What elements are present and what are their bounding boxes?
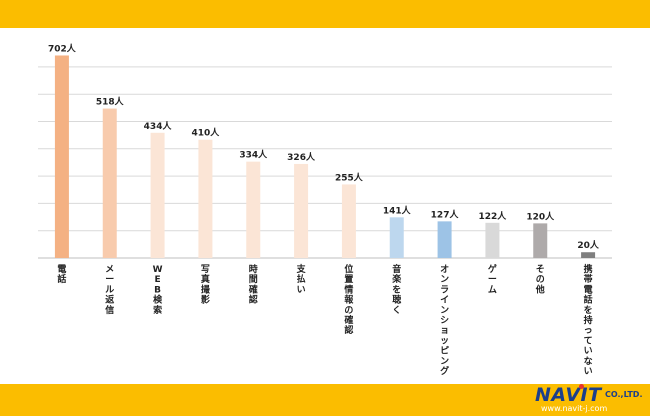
category-label-8: 音楽を聴く <box>392 263 402 316</box>
data-label-8: 141人 <box>383 204 412 216</box>
category-label-12: 携帯電話を持っていない <box>584 263 593 377</box>
data-label-5: 334人 <box>239 149 268 161</box>
bar-11 <box>533 223 548 258</box>
category-label-9: オンラインショッピング <box>440 264 449 377</box>
category-label-1: 電話 <box>57 264 66 285</box>
bar-9 <box>437 221 452 258</box>
data-label-12: 20人 <box>577 239 600 251</box>
bottom-band <box>0 384 650 416</box>
logo-name: NAVIT <box>535 384 602 406</box>
bar-5 <box>246 161 261 258</box>
category-label-10: ゲーム <box>488 263 497 295</box>
category-label-3: W E B 検索 <box>153 265 163 316</box>
top-band <box>0 0 650 28</box>
company-logo: NAVIT CO.,LTD. www.navit-j.com <box>535 384 647 415</box>
data-label-10: 122人 <box>479 210 508 222</box>
category-label-7: 位置情報の確認 <box>343 263 354 336</box>
bar-3 <box>150 132 165 258</box>
bar-10 <box>485 222 500 258</box>
logo-url: www.navit-j.com <box>541 404 608 413</box>
category-label-6: 支払い <box>296 263 307 295</box>
data-label-3: 434人 <box>144 120 173 132</box>
data-label-11: 120人 <box>526 210 555 222</box>
bar-7 <box>341 184 356 258</box>
data-label-4: 410人 <box>192 127 221 139</box>
data-label-2: 518人 <box>96 96 125 108</box>
data-label-9: 127人 <box>431 208 460 220</box>
bar-4 <box>198 139 213 258</box>
data-label-1: 702人 <box>48 42 77 54</box>
category-label-4: 写真撮影 <box>201 264 211 306</box>
logo-dot-icon <box>579 384 584 389</box>
bar-12 <box>581 252 596 258</box>
category-label-11: その他 <box>535 264 545 295</box>
data-label-7: 255人 <box>335 171 364 183</box>
bar-1 <box>54 55 69 259</box>
data-label-6: 326人 <box>287 151 316 163</box>
category-label-5: 時間確認 <box>249 263 258 306</box>
bar-6 <box>294 163 309 258</box>
category-label-2: メール返信 <box>105 264 114 316</box>
bar-8 <box>389 217 404 258</box>
bar-2 <box>102 108 117 258</box>
logo-suffix: CO.,LTD. <box>605 390 643 399</box>
